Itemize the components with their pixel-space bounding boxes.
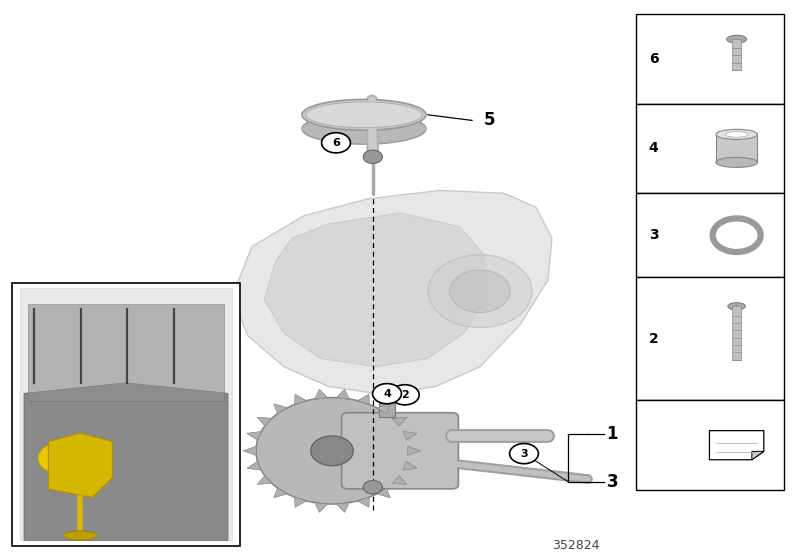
- Polygon shape: [243, 446, 256, 455]
- Circle shape: [322, 133, 350, 153]
- Bar: [732, 39, 742, 70]
- Ellipse shape: [302, 100, 426, 130]
- Text: 2: 2: [401, 390, 409, 400]
- Ellipse shape: [726, 35, 746, 43]
- Polygon shape: [358, 394, 370, 404]
- Circle shape: [363, 150, 382, 164]
- Polygon shape: [24, 383, 228, 540]
- Text: 4: 4: [649, 142, 658, 156]
- Circle shape: [428, 255, 532, 328]
- Text: 4: 4: [383, 389, 391, 399]
- Circle shape: [450, 270, 510, 312]
- Ellipse shape: [726, 132, 748, 137]
- Text: 3: 3: [520, 449, 528, 459]
- Polygon shape: [246, 432, 261, 440]
- Circle shape: [373, 384, 402, 404]
- Polygon shape: [48, 433, 112, 497]
- Polygon shape: [314, 503, 328, 512]
- Polygon shape: [258, 417, 272, 426]
- Text: 5: 5: [484, 111, 495, 129]
- Polygon shape: [358, 497, 370, 507]
- FancyBboxPatch shape: [342, 413, 458, 489]
- Polygon shape: [403, 432, 418, 440]
- Ellipse shape: [306, 102, 422, 128]
- Polygon shape: [403, 461, 418, 470]
- Polygon shape: [408, 446, 421, 455]
- Ellipse shape: [64, 531, 97, 540]
- Bar: [636, 193, 784, 277]
- Polygon shape: [258, 475, 272, 484]
- Text: 6: 6: [332, 138, 340, 148]
- Circle shape: [310, 436, 354, 466]
- Circle shape: [38, 442, 82, 474]
- Text: 3: 3: [649, 228, 658, 242]
- Polygon shape: [246, 461, 261, 470]
- Polygon shape: [28, 304, 224, 401]
- Polygon shape: [336, 503, 350, 512]
- Text: 6: 6: [649, 52, 658, 66]
- Text: ·: ·: [735, 301, 738, 311]
- Text: 352824: 352824: [552, 539, 600, 552]
- Bar: [636, 104, 784, 193]
- Polygon shape: [392, 475, 406, 484]
- Text: 1: 1: [606, 425, 618, 443]
- Bar: [732, 306, 742, 360]
- Circle shape: [363, 480, 382, 494]
- Polygon shape: [710, 431, 764, 460]
- Polygon shape: [336, 389, 350, 399]
- Polygon shape: [377, 404, 390, 414]
- Polygon shape: [294, 497, 306, 507]
- Polygon shape: [264, 213, 488, 367]
- Bar: [636, 400, 784, 490]
- Polygon shape: [752, 451, 764, 460]
- Circle shape: [256, 398, 408, 504]
- Polygon shape: [392, 417, 406, 426]
- Bar: [379, 403, 395, 417]
- Text: 2: 2: [649, 332, 658, 346]
- Ellipse shape: [716, 129, 758, 139]
- Text: 3: 3: [606, 473, 618, 491]
- Ellipse shape: [302, 114, 426, 144]
- Polygon shape: [314, 389, 328, 399]
- Polygon shape: [377, 488, 390, 498]
- Polygon shape: [274, 488, 287, 498]
- Polygon shape: [294, 394, 306, 404]
- Polygon shape: [274, 404, 287, 414]
- Bar: [636, 277, 784, 400]
- Polygon shape: [232, 190, 552, 395]
- Circle shape: [510, 444, 538, 464]
- Circle shape: [390, 385, 419, 405]
- Ellipse shape: [728, 303, 746, 310]
- Bar: [12, 283, 240, 546]
- Bar: [716, 134, 758, 162]
- Ellipse shape: [716, 157, 758, 167]
- Polygon shape: [20, 288, 232, 540]
- Bar: [636, 14, 784, 104]
